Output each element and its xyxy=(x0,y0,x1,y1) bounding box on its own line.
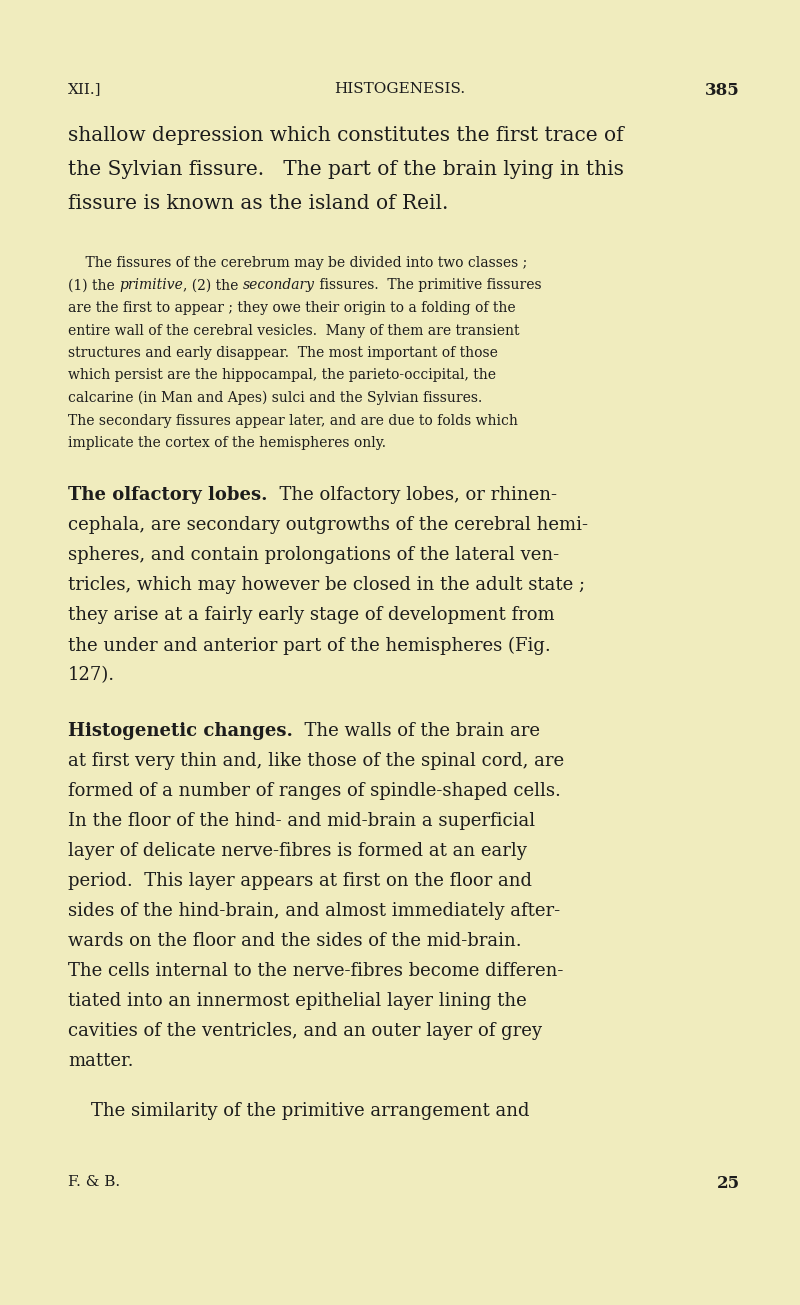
Text: primitive: primitive xyxy=(119,278,183,292)
Text: The olfactory lobes, or rhinen-: The olfactory lobes, or rhinen- xyxy=(267,487,557,505)
Text: The walls of the brain are: The walls of the brain are xyxy=(293,722,540,740)
Text: cavities of the ventricles, and an outer layer of grey: cavities of the ventricles, and an outer… xyxy=(68,1022,542,1040)
Text: spheres, and contain prolongations of the lateral ven-: spheres, and contain prolongations of th… xyxy=(68,547,559,565)
Text: are the first to appear ; they owe their origin to a folding of the: are the first to appear ; they owe their… xyxy=(68,301,516,315)
Text: matter.: matter. xyxy=(68,1052,134,1070)
Text: the under and anterior part of the hemispheres (Fig.: the under and anterior part of the hemis… xyxy=(68,637,550,655)
Text: tricles, which may however be closed in the adult state ;: tricles, which may however be closed in … xyxy=(68,577,585,595)
Text: fissure is known as the island of Reil.: fissure is known as the island of Reil. xyxy=(68,194,448,213)
Text: 385: 385 xyxy=(706,82,740,99)
Text: (1) the: (1) the xyxy=(68,278,119,292)
Text: wards on the floor and the sides of the mid-brain.: wards on the floor and the sides of the … xyxy=(68,932,522,950)
Text: structures and early disappear.  The most important of those: structures and early disappear. The most… xyxy=(68,346,498,360)
Text: HISTOGENESIS.: HISTOGENESIS. xyxy=(334,82,466,97)
Text: entire wall of the cerebral vesicles.  Many of them are transient: entire wall of the cerebral vesicles. Ma… xyxy=(68,324,519,338)
Text: sides of the hind-brain, and almost immediately after-: sides of the hind-brain, and almost imme… xyxy=(68,902,560,920)
Text: secondary: secondary xyxy=(242,278,314,292)
Text: calcarine (in Man and Apes) sulci and the Sylvian fissures.: calcarine (in Man and Apes) sulci and th… xyxy=(68,392,482,406)
Text: Histogenetic changes.: Histogenetic changes. xyxy=(68,722,293,740)
Text: tiated into an innermost epithelial layer lining the: tiated into an innermost epithelial laye… xyxy=(68,992,526,1010)
Text: 25: 25 xyxy=(717,1174,740,1191)
Text: The secondary fissures appear later, and are due to folds which: The secondary fissures appear later, and… xyxy=(68,414,518,428)
Text: shallow depression which constitutes the first trace of: shallow depression which constitutes the… xyxy=(68,127,624,145)
Text: F. & B.: F. & B. xyxy=(68,1174,120,1189)
Text: at first very thin and, like those of the spinal cord, are: at first very thin and, like those of th… xyxy=(68,752,564,770)
Text: The fissures of the cerebrum may be divided into two classes ;: The fissures of the cerebrum may be divi… xyxy=(68,256,527,270)
Text: period.  This layer appears at first on the floor and: period. This layer appears at first on t… xyxy=(68,872,532,890)
Text: cephala, are secondary outgrowths of the cerebral hemi-: cephala, are secondary outgrowths of the… xyxy=(68,517,588,535)
Text: the Sylvian fissure.   The part of the brain lying in this: the Sylvian fissure. The part of the bra… xyxy=(68,161,624,179)
Text: XII.]: XII.] xyxy=(68,82,102,97)
Text: In the floor of the hind- and mid-brain a superficial: In the floor of the hind- and mid-brain … xyxy=(68,812,535,830)
Text: The cells internal to the nerve-fibres become differen-: The cells internal to the nerve-fibres b… xyxy=(68,962,563,980)
Text: 127).: 127). xyxy=(68,667,115,685)
Text: layer of delicate nerve-fibres is formed at an early: layer of delicate nerve-fibres is formed… xyxy=(68,842,527,860)
Text: implicate the cortex of the hemispheres only.: implicate the cortex of the hemispheres … xyxy=(68,436,386,450)
Text: The olfactory lobes.: The olfactory lobes. xyxy=(68,487,267,505)
Text: , (2) the: , (2) the xyxy=(183,278,242,292)
Text: formed of a number of ranges of spindle-shaped cells.: formed of a number of ranges of spindle-… xyxy=(68,782,561,800)
Text: they arise at a fairly early stage of development from: they arise at a fairly early stage of de… xyxy=(68,607,554,625)
Text: which persist are the hippocampal, the parieto-occipital, the: which persist are the hippocampal, the p… xyxy=(68,368,496,382)
Text: The similarity of the primitive arrangement and: The similarity of the primitive arrangem… xyxy=(68,1101,530,1120)
Text: fissures.  The primitive fissures: fissures. The primitive fissures xyxy=(314,278,542,292)
